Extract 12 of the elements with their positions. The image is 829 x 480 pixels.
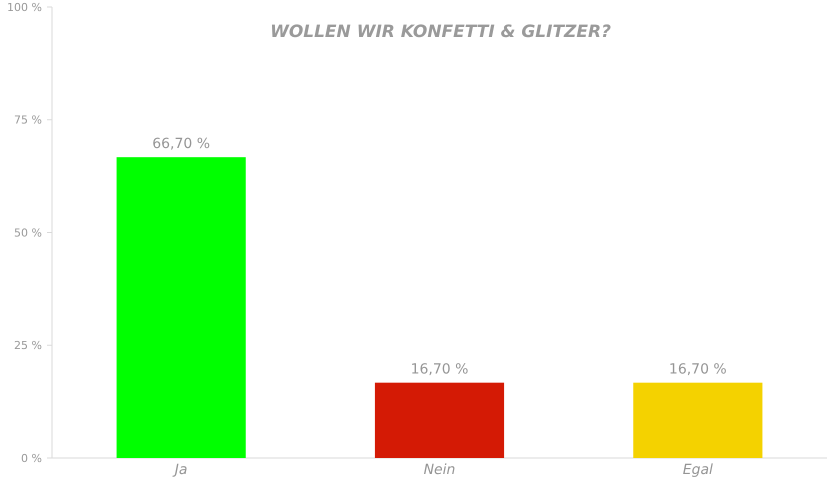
x-tick-label: Ja	[172, 462, 188, 478]
y-tick-label: 25 %	[14, 339, 42, 352]
y-tick-label: 100 %	[7, 0, 42, 14]
data-label: 66,70 %	[152, 136, 210, 152]
data-label: 16,70 %	[410, 362, 468, 378]
data-label: 16,70 %	[668, 362, 727, 378]
y-tick-label: 75 %	[14, 114, 42, 127]
x-tick-label: Nein	[424, 462, 456, 478]
text: WOLLEN WIR KONFETTI & GLITZER?	[270, 22, 612, 42]
y-tick-label: 50 %	[14, 226, 42, 240]
y-tick-label: 0 %	[21, 452, 42, 465]
x-tick-label: Egal	[682, 462, 714, 478]
